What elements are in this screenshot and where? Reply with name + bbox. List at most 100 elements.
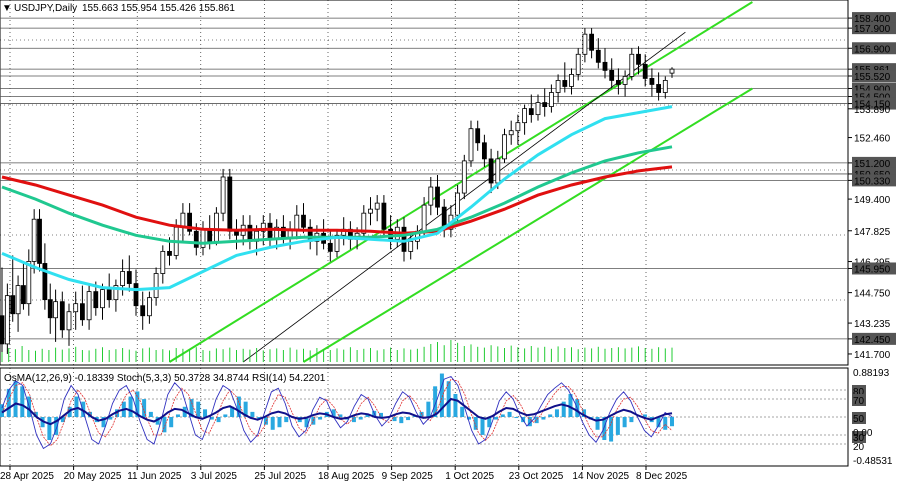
moving-averages	[1, 105, 673, 292]
osma-bar	[656, 417, 661, 428]
osma-bar	[128, 396, 133, 417]
osma-bar	[6, 388, 11, 417]
candle-body	[549, 92, 554, 107]
candle-body	[193, 230, 199, 248]
osma-bar	[358, 417, 363, 420]
candle-body	[113, 285, 119, 301]
osma-bar	[561, 401, 566, 417]
candle-body	[656, 84, 661, 93]
x-tick-label: 11 Jun 2025	[127, 471, 182, 482]
candle-body	[662, 80, 668, 93]
candle-body	[522, 108, 527, 124]
osma-bar	[406, 417, 411, 421]
osma-bar	[331, 409, 336, 417]
candle-body	[428, 186, 434, 206]
candle-body	[468, 128, 474, 162]
osma-bar	[284, 417, 289, 423]
candle-body	[642, 63, 648, 79]
candle-body	[562, 80, 568, 87]
candle-body	[575, 53, 581, 75]
y-tick-label: 141.700	[854, 350, 891, 361]
candle-body	[140, 305, 146, 317]
osma-bar	[446, 381, 451, 417]
y-tick-label: 151.200	[854, 159, 891, 170]
x-tick-label: 9 Sep 2025	[382, 471, 434, 482]
x-tick-label: 23 Oct 2025	[509, 471, 564, 482]
candle-body	[622, 76, 628, 85]
y-tick-label: 155.520	[854, 72, 891, 83]
osma-bar	[216, 417, 221, 423]
osma-bar	[0, 404, 4, 417]
chart-header: ▼ USDJPY,Daily 155.663 155.954 155.426 1…	[2, 3, 235, 14]
candle-body	[31, 218, 37, 262]
osma-bar	[162, 417, 167, 433]
candle-body	[609, 69, 615, 81]
y-label-box	[852, 70, 896, 83]
osma-bar	[439, 373, 444, 417]
y-label-box	[852, 156, 896, 169]
candle-body	[53, 301, 58, 319]
candle-body	[368, 208, 373, 214]
osma-bar	[480, 417, 485, 435]
candle-body	[408, 240, 414, 252]
candle-body	[475, 128, 481, 144]
candle-body	[234, 230, 239, 236]
oscillator-label: OsMA(12,26,9) -0.18339 Stoch(5,3,3) 50.3…	[4, 373, 326, 384]
y-label-box	[852, 97, 896, 110]
candle-body	[294, 214, 300, 230]
candle-body	[26, 261, 32, 305]
osma-bar	[615, 417, 620, 435]
osc-tick-label: 20	[853, 442, 865, 453]
y-label-box	[852, 22, 896, 35]
osma-bar	[54, 417, 59, 435]
candle-body	[133, 283, 139, 307]
candle-body	[535, 102, 541, 116]
candle-body	[582, 33, 588, 55]
osma-bar	[135, 391, 140, 417]
osma-bar	[175, 414, 180, 417]
y-tick-label: 144.750	[854, 289, 891, 300]
y-label-box	[852, 262, 896, 275]
osma-bar	[500, 414, 505, 417]
osma-bar	[554, 409, 559, 417]
candle-body	[267, 222, 273, 240]
osma-bar	[142, 399, 147, 417]
y-label-box	[852, 174, 896, 187]
osma-bar	[47, 417, 52, 441]
osma-bar	[541, 417, 546, 420]
y-tick-label: 147.825	[854, 227, 891, 238]
x-tick-label: 8 Dec 2025	[636, 471, 688, 482]
candle-body	[120, 271, 125, 286]
candle-body	[80, 303, 85, 321]
candle-body	[167, 250, 172, 256]
osma-bar	[318, 417, 323, 420]
osma-bar	[548, 414, 553, 417]
y-tick-label: 156.900	[854, 44, 891, 55]
candle-body	[47, 299, 53, 319]
candle-body	[515, 122, 521, 132]
osma-bar	[338, 414, 343, 417]
candle-body	[37, 218, 42, 264]
price-axis: 158.400157.900156.900155.861155.520154.9…	[848, 12, 896, 361]
chart-menu-arrow[interactable]: ▼	[2, 3, 12, 14]
candle-body	[73, 303, 79, 313]
x-tick-label: 28 Apr 2025	[0, 471, 54, 482]
candle-body	[42, 263, 48, 301]
candle-body	[388, 228, 394, 240]
candle-body	[10, 295, 16, 315]
osma-bar	[169, 417, 174, 428]
candle-body	[636, 53, 641, 65]
main-panel: 158.400157.900156.900155.861155.520154.9…	[0, 0, 896, 366]
candle-body	[495, 158, 501, 184]
candle-body	[66, 311, 72, 331]
osma-bar	[351, 417, 356, 423]
osma-bar	[263, 417, 268, 425]
candle-body	[555, 80, 561, 93]
osma-bar	[108, 417, 113, 420]
osma-bar	[20, 386, 25, 417]
candle-body	[481, 142, 487, 160]
osma-bar	[642, 414, 647, 417]
candle-body	[401, 226, 407, 252]
y-tick-label: 152.460	[854, 134, 891, 145]
y-tick-label: 150.330	[854, 176, 891, 187]
